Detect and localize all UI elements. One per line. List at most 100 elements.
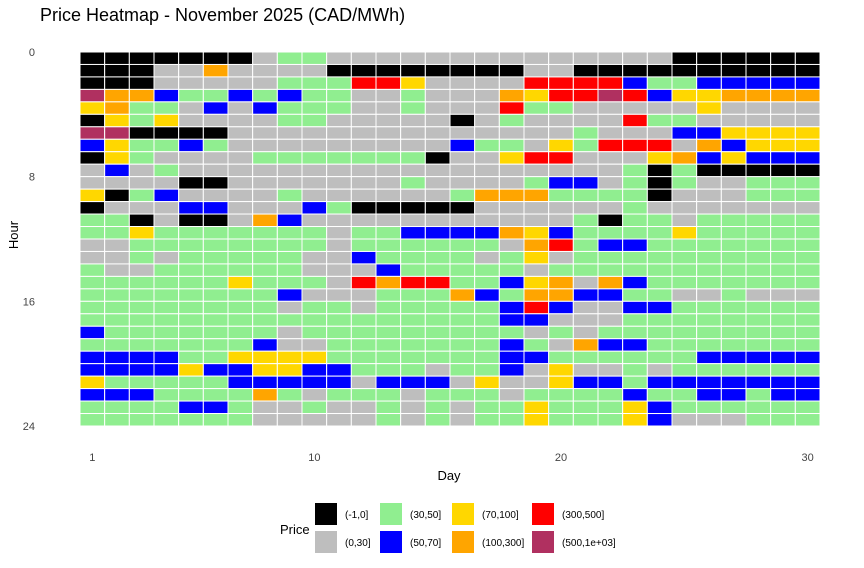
heatmap-cell bbox=[523, 400, 550, 415]
heatmap-cell bbox=[622, 288, 648, 302]
heatmap-cell bbox=[104, 226, 130, 240]
heatmap-cell bbox=[326, 388, 352, 402]
heatmap-cell bbox=[597, 288, 624, 302]
heatmap-cell bbox=[301, 350, 328, 365]
heatmap-cell bbox=[720, 101, 747, 115]
heatmap-cell bbox=[622, 350, 648, 365]
heatmap-cell bbox=[178, 288, 204, 302]
heatmap-cell bbox=[474, 238, 500, 252]
heatmap-cell bbox=[449, 288, 476, 302]
heatmap-cell bbox=[646, 413, 673, 427]
heatmap-cell bbox=[350, 363, 377, 377]
heatmap-cell bbox=[794, 63, 821, 78]
heatmap-cell bbox=[474, 151, 500, 165]
heatmap-cell bbox=[424, 88, 451, 103]
heatmap-cell bbox=[375, 388, 402, 402]
heatmap-cell bbox=[646, 76, 673, 90]
heatmap-cell bbox=[79, 238, 106, 252]
heatmap-cell bbox=[202, 201, 229, 215]
heatmap-cell bbox=[498, 76, 525, 90]
heatmap-cell bbox=[794, 338, 821, 352]
heatmap-cell bbox=[523, 126, 550, 140]
heatmap-cell bbox=[276, 288, 303, 302]
heatmap-cell bbox=[252, 400, 278, 415]
chart-title: Price Heatmap - November 2025 (CAD/MWh) bbox=[40, 5, 406, 25]
heatmap-cell bbox=[597, 350, 624, 365]
heatmap-cell bbox=[523, 151, 550, 165]
heatmap-cell bbox=[79, 163, 106, 178]
heatmap-cell bbox=[671, 151, 698, 165]
heatmap-cell bbox=[646, 363, 673, 377]
heatmap-cell bbox=[498, 51, 525, 65]
heatmap-cell bbox=[523, 300, 550, 315]
heatmap-cell bbox=[178, 188, 204, 203]
heatmap-cell bbox=[375, 88, 402, 103]
heatmap-cell bbox=[449, 201, 476, 215]
heatmap-cell bbox=[622, 138, 648, 153]
heatmap-cell bbox=[770, 313, 796, 327]
heatmap-cell bbox=[720, 188, 747, 203]
heatmap-cell bbox=[696, 350, 722, 365]
heatmap-cell bbox=[745, 101, 772, 115]
heatmap-cell bbox=[720, 126, 747, 140]
heatmap-cell bbox=[696, 226, 722, 240]
heatmap-cell bbox=[474, 226, 500, 240]
heatmap-cell bbox=[424, 400, 451, 415]
heatmap-cell bbox=[326, 126, 352, 140]
heatmap-cell bbox=[622, 226, 648, 240]
heatmap-cell bbox=[79, 363, 106, 377]
heatmap-cell bbox=[449, 213, 476, 228]
heatmap-cell bbox=[572, 275, 599, 290]
heatmap-cell bbox=[646, 300, 673, 315]
heatmap-cell bbox=[572, 400, 599, 415]
heatmap-cell bbox=[720, 88, 747, 103]
heatmap-cell bbox=[572, 263, 599, 277]
heatmap-cell bbox=[498, 288, 525, 302]
heatmap-cell bbox=[474, 126, 500, 140]
heatmap-cell bbox=[646, 350, 673, 365]
heatmap-cell bbox=[572, 288, 599, 302]
heatmap-cell bbox=[326, 151, 352, 165]
heatmap-cell bbox=[153, 126, 180, 140]
heatmap-cell bbox=[696, 338, 722, 352]
heatmap-cell bbox=[696, 201, 722, 215]
heatmap-cell bbox=[375, 138, 402, 153]
heatmap-cell bbox=[326, 413, 352, 427]
heatmap-cell bbox=[696, 313, 722, 327]
heatmap-cell bbox=[474, 201, 500, 215]
heatmap-cell bbox=[548, 413, 574, 427]
heatmap-cell bbox=[696, 400, 722, 415]
heatmap-cell bbox=[449, 363, 476, 377]
heatmap-cell bbox=[375, 63, 402, 78]
heatmap-cell bbox=[276, 275, 303, 290]
heatmap-cell bbox=[794, 138, 821, 153]
heatmap-cell bbox=[523, 188, 550, 203]
heatmap-cell bbox=[326, 238, 352, 252]
heatmap-cell bbox=[202, 275, 229, 290]
heatmap-cell bbox=[548, 400, 574, 415]
y-tick-label: 16 bbox=[23, 296, 35, 308]
heatmap-cell bbox=[794, 263, 821, 277]
heatmap-cell bbox=[153, 163, 180, 178]
heatmap-cell bbox=[202, 313, 229, 327]
heatmap-cell bbox=[276, 113, 303, 128]
heatmap-cell bbox=[794, 176, 821, 190]
legend-swatch bbox=[315, 503, 337, 525]
heatmap-cell bbox=[252, 163, 278, 178]
heatmap-cell bbox=[400, 400, 426, 415]
heatmap-cell bbox=[597, 226, 624, 240]
heatmap-cell bbox=[622, 300, 648, 315]
heatmap-cell bbox=[178, 388, 204, 402]
heatmap-cell bbox=[474, 76, 500, 90]
heatmap-cell bbox=[498, 338, 525, 352]
heatmap-cell bbox=[252, 300, 278, 315]
heatmap-cell bbox=[375, 300, 402, 315]
heatmap-cell bbox=[276, 126, 303, 140]
heatmap-cell bbox=[104, 113, 130, 128]
heatmap-cell bbox=[597, 263, 624, 277]
heatmap-cell bbox=[326, 163, 352, 178]
heatmap-cell bbox=[597, 250, 624, 265]
heatmap-cell bbox=[424, 350, 451, 365]
heatmap-cell bbox=[770, 375, 796, 390]
heatmap-cell bbox=[375, 338, 402, 352]
